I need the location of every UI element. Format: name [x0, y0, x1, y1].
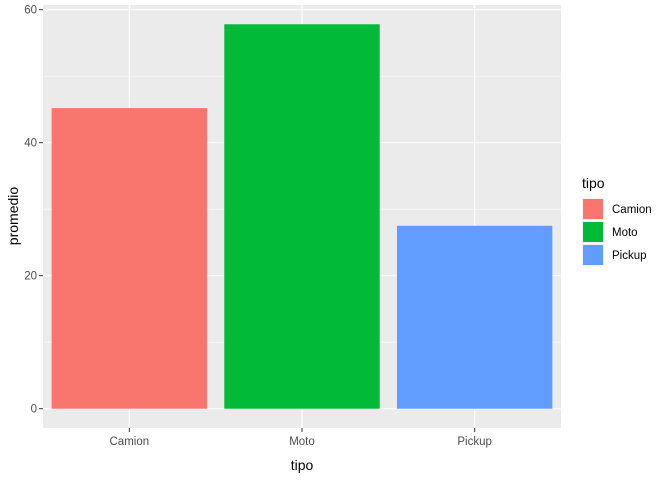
- legend-label: Pickup: [612, 250, 647, 262]
- x-axis: Camion Moto Pickup: [110, 428, 492, 448]
- y-tick-label: 0: [31, 404, 37, 416]
- y-tick-label: 60: [24, 5, 37, 17]
- legend-swatch-camion: [583, 199, 603, 219]
- y-tick-label: 40: [24, 138, 37, 150]
- legend: tipo Camion Moto Pickup: [582, 175, 652, 266]
- legend-swatch-pickup: [583, 245, 603, 265]
- y-axis: 0 20 40 60: [24, 5, 43, 416]
- x-axis-title: tipo: [291, 457, 314, 473]
- legend-swatch-moto: [583, 222, 603, 242]
- y-axis-title: promedio: [5, 187, 21, 246]
- bar-pickup: [396, 225, 553, 409]
- y-tick-label: 20: [24, 271, 37, 283]
- x-tick-label: Camion: [110, 436, 150, 448]
- legend-label: Moto: [612, 227, 638, 239]
- bar-moto: [224, 24, 380, 409]
- legend-title: tipo: [582, 175, 605, 191]
- legend-label: Camion: [612, 204, 652, 216]
- x-tick-label: Pickup: [457, 436, 492, 448]
- x-tick-label: Moto: [289, 436, 315, 448]
- bar-camion: [51, 108, 208, 409]
- bars: [51, 24, 553, 409]
